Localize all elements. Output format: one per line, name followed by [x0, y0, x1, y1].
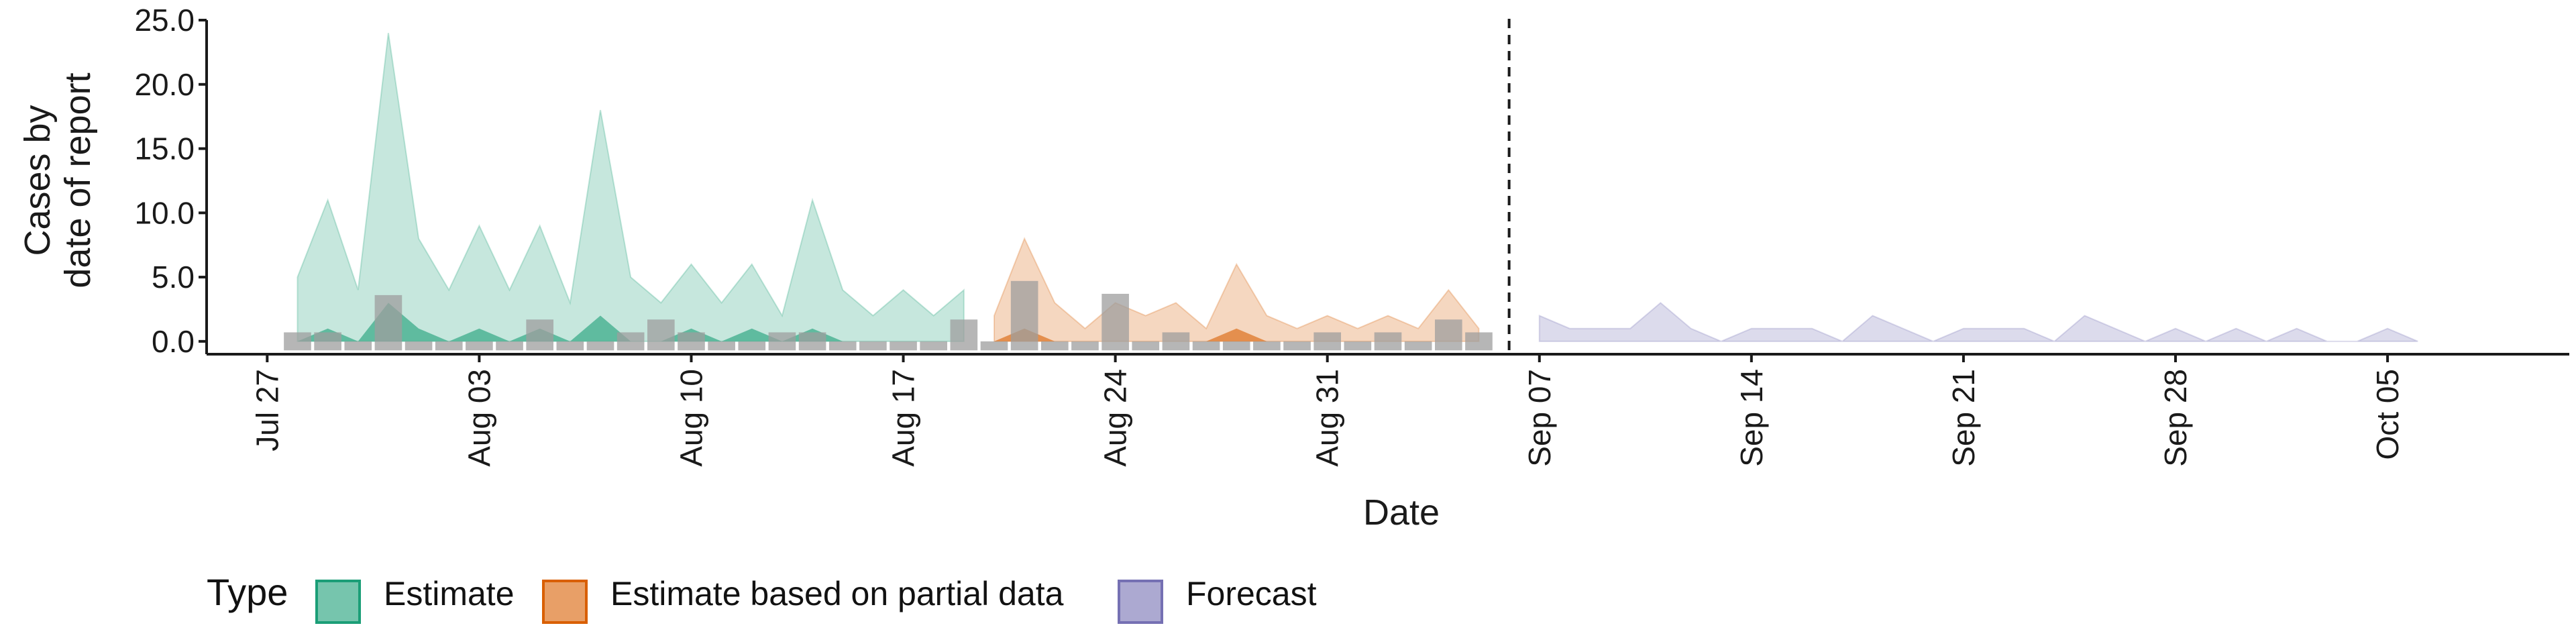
- reported-case-bar-21: [920, 341, 948, 351]
- x-tick-label: Aug 31: [1310, 369, 1345, 467]
- x-axis-title: Date: [1363, 492, 1440, 533]
- reported-case-bar-32: [1253, 341, 1281, 351]
- y-tick-label: 15.0: [134, 131, 195, 166]
- reported-case-bar-20: [890, 341, 917, 351]
- legend-title: Type: [207, 571, 288, 613]
- legend-label: Estimate based on partial data: [610, 575, 1064, 612]
- y-axis-title-line: date of report: [58, 72, 98, 288]
- reported-case-bar-3: [374, 294, 402, 351]
- reported-case-bar-19: [859, 341, 887, 351]
- y-axis-title-line: Cases by: [17, 105, 58, 256]
- x-tick-label: Sep 07: [1522, 369, 1557, 467]
- x-tick-label: Oct 05: [2370, 369, 2405, 460]
- reported-case-bar-33: [1283, 341, 1311, 351]
- x-tick-label: Sep 14: [1734, 369, 1769, 467]
- reported-case-bar-31: [1222, 341, 1250, 351]
- reported-case-bar-10: [586, 341, 614, 351]
- reported-case-bar-26: [1071, 341, 1099, 351]
- legend-key-2: [1118, 580, 1163, 624]
- x-tick-label: Aug 10: [674, 369, 708, 467]
- legend: Type Estimate Estimate based on partial da…: [207, 571, 1317, 624]
- reported-case-bar-30: [1192, 341, 1220, 351]
- axes: 0.0 5.0 10.0 15.0 20.0 25.0 Jul 27 Aug 03 Aug 10…: [17, 3, 2569, 533]
- reported-case-bar-27: [1102, 293, 1129, 351]
- reported-case-bar-23: [980, 341, 1008, 351]
- reported-case-bar-9: [556, 341, 584, 351]
- reported-case-bar-38: [1434, 319, 1462, 351]
- reported-case-bar-34: [1313, 332, 1342, 351]
- legend-label: Forecast: [1186, 575, 1317, 612]
- x-tick-label: Sep 28: [2158, 369, 2193, 467]
- reported-case-bar-17: [798, 332, 826, 351]
- reported-case-bar-25: [1040, 341, 1069, 351]
- y-tick-label: 0.0: [152, 324, 195, 359]
- x-tick-label: Aug 03: [462, 369, 496, 467]
- reported-case-bar-22: [950, 319, 978, 351]
- reported-case-bar-2: [344, 341, 372, 351]
- reported-case-bar-13: [678, 332, 705, 351]
- reported-case-bar-15: [738, 341, 766, 351]
- x-tick-label: Sep 21: [1946, 369, 1981, 467]
- band-outer-series-2: [1538, 302, 2418, 343]
- reported-case-bar-0: [284, 332, 311, 351]
- y-tick-label: 25.0: [134, 3, 195, 38]
- reported-case-bar-35: [1344, 341, 1372, 351]
- reported-case-bar-8: [526, 319, 554, 351]
- x-tick-label: Aug 17: [886, 369, 921, 467]
- y-tick-label: 20.0: [134, 67, 195, 102]
- band-outer-series-1: [994, 237, 1480, 342]
- reported-case-bar-7: [496, 341, 523, 351]
- reported-case-bar-24: [1010, 280, 1038, 351]
- band-inner-series-0: [297, 303, 964, 341]
- reported-case-bar-36: [1374, 332, 1402, 351]
- band-outer-series-0: [297, 33, 965, 342]
- reported-case-bar-4: [405, 341, 433, 351]
- reported-case-bar-39: [1465, 332, 1493, 351]
- y-tick-label: 5.0: [152, 260, 195, 294]
- reported-case-bar-5: [435, 341, 463, 351]
- reported-case-bar-16: [768, 332, 796, 351]
- reported-case-bar-12: [647, 319, 675, 351]
- band-inner-series-1: [994, 328, 1479, 341]
- legend-key-0: [315, 580, 361, 624]
- reported-case-bar-29: [1162, 332, 1190, 351]
- legend-key-1: [542, 580, 588, 624]
- reported-case-bar-14: [708, 341, 735, 351]
- reported-case-bar-6: [466, 341, 493, 351]
- reported-case-bar-18: [828, 341, 857, 351]
- reported-case-bar-1: [314, 332, 341, 351]
- reported-case-bar-11: [616, 332, 645, 351]
- reported-case-bar-28: [1132, 341, 1160, 351]
- reported-case-bar-37: [1404, 341, 1432, 351]
- x-tick-label: Aug 24: [1098, 369, 1133, 467]
- legend-label: Estimate: [384, 575, 515, 612]
- y-tick-label: 10.0: [134, 195, 195, 230]
- plot-area: [284, 19, 2418, 356]
- y-axis-title: Cases bydate of report: [17, 72, 98, 288]
- x-tick-label: Jul 27: [250, 369, 284, 451]
